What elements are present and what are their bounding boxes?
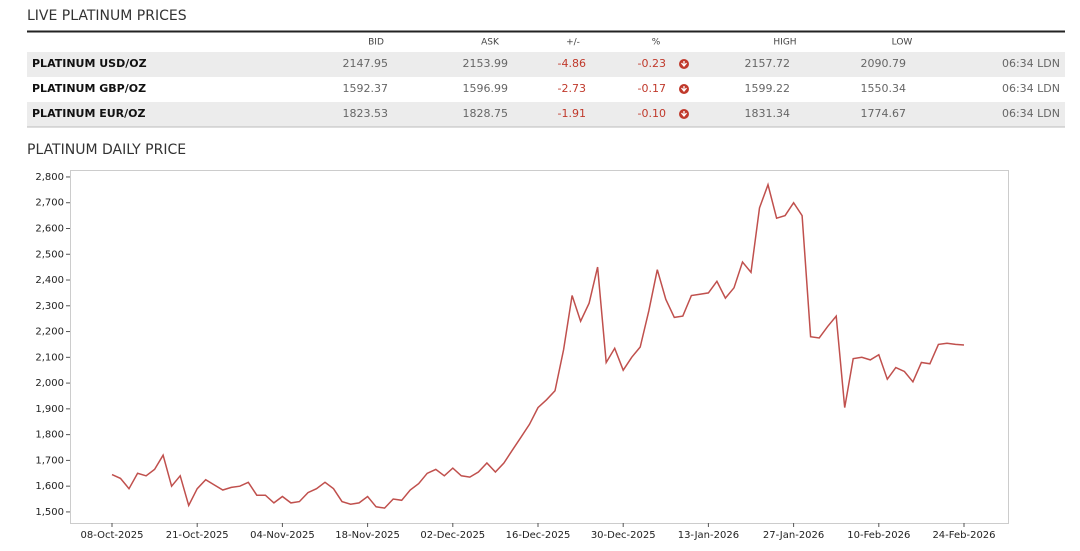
- cell: -2.73: [558, 82, 586, 95]
- column-header: +/-: [566, 38, 580, 48]
- x-tick-label: 24-Feb-2026: [932, 530, 995, 541]
- price-line: [111, 182, 965, 509]
- column-header: HIGH: [773, 38, 796, 48]
- y-tick-label: 2,000: [35, 378, 64, 389]
- column-header: BID: [368, 38, 384, 48]
- cell: 2147.95: [343, 57, 389, 70]
- y-tick-label: 2,700: [35, 198, 64, 209]
- row-name: PLATINUM USD/OZ: [32, 57, 147, 70]
- cell: 1592.37: [343, 82, 389, 95]
- y-tick-label: 2,200: [35, 327, 64, 338]
- x-tick-label: 02-Dec-2025: [420, 530, 485, 541]
- cell: 1599.22: [745, 82, 791, 95]
- y-tick-label: 2,800: [35, 172, 64, 183]
- x-tick-label: 27-Jan-2026: [763, 530, 824, 541]
- row-bg: [27, 52, 1065, 77]
- cell: 1550.34: [861, 82, 907, 95]
- cell: 1596.99: [463, 82, 509, 95]
- down-arrow: [681, 86, 687, 93]
- cell: 2157.72: [745, 57, 791, 70]
- y-tick-label: 2,500: [35, 249, 64, 260]
- y-tick-label: 2,400: [35, 275, 64, 286]
- cell: 2153.99: [463, 57, 509, 70]
- y-tick-label: 1,500: [35, 507, 64, 518]
- x-tick-label: 13-Jan-2026: [678, 530, 739, 541]
- cell: -0.10: [638, 107, 666, 120]
- x-tick-label: 18-Nov-2025: [335, 530, 400, 541]
- y-tick-label: 2,100: [35, 352, 64, 363]
- y-tick-label: 1,600: [35, 481, 64, 492]
- chart-title: PLATINUM DAILY PRICE: [27, 142, 186, 158]
- x-tick-label: 21-Oct-2025: [166, 530, 229, 541]
- x-tick-label: 16-Dec-2025: [506, 530, 571, 541]
- x-tick-label: 08-Oct-2025: [81, 530, 144, 541]
- cell: 1831.34: [745, 107, 791, 120]
- row-name: PLATINUM GBP/OZ: [32, 82, 146, 95]
- y-tick-label: 2,300: [35, 301, 64, 312]
- cell: -1.91: [558, 107, 586, 120]
- row-bg: [27, 102, 1065, 127]
- cell: -0.17: [638, 82, 666, 95]
- cell: -0.23: [638, 57, 666, 70]
- column-header: ASK: [481, 38, 500, 48]
- column-header: %: [652, 38, 661, 48]
- row-name: PLATINUM EUR/OZ: [32, 107, 146, 120]
- x-tick-label: 30-Dec-2025: [591, 530, 656, 541]
- cell: 06:34 LDN: [1002, 57, 1060, 70]
- cell: 06:34 LDN: [1002, 107, 1060, 120]
- down-arrow: [681, 61, 687, 68]
- cell: 2090.79: [861, 57, 907, 70]
- section-title: LIVE PLATINUM PRICES: [27, 8, 187, 24]
- plot-frame: [70, 170, 1009, 524]
- y-tick-label: 1,700: [35, 455, 64, 466]
- cell: 1774.67: [861, 107, 907, 120]
- cell: -4.86: [558, 57, 586, 70]
- cell: 1823.53: [343, 107, 389, 120]
- cell: 06:34 LDN: [1002, 82, 1060, 95]
- x-tick-label: 04-Nov-2025: [250, 530, 315, 541]
- down-arrow: [681, 111, 687, 118]
- y-tick-label: 1,900: [35, 404, 64, 415]
- y-tick-label: 2,600: [35, 223, 64, 234]
- y-tick-label: 1,800: [35, 430, 64, 441]
- cell: 1828.75: [463, 107, 509, 120]
- x-tick-label: 10-Feb-2026: [847, 530, 910, 541]
- column-header: LOW: [892, 38, 913, 48]
